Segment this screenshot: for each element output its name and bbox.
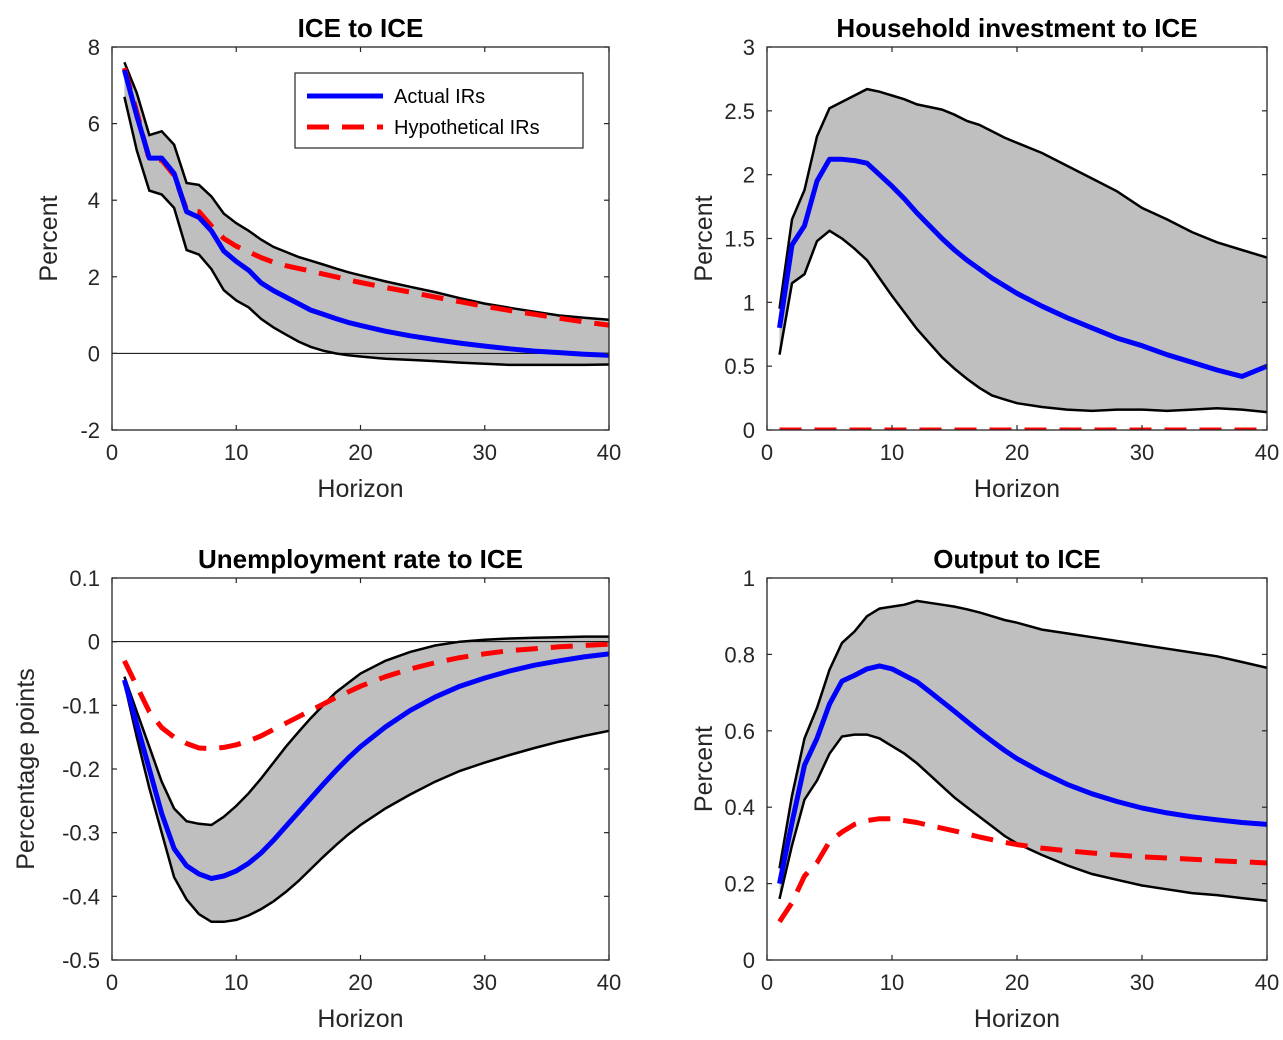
y-tick-label: 0.1 (69, 566, 100, 591)
y-tick-label: -0.1 (62, 693, 100, 718)
plot-data (777, 87, 1267, 430)
band-lower-line (123, 682, 609, 924)
x-axis-label: Horizon (317, 475, 403, 503)
x-tick-label: 40 (597, 440, 621, 465)
subplot-3: 0 10 20 30 40 -0.5 -0.4 -0.3 -0.2 -0.1 0 0.1 Unemplo… (12, 544, 621, 1033)
confidence-band (779, 89, 1267, 413)
y-axis-label: Percent (35, 195, 63, 281)
y-tick-label: 1 (743, 566, 755, 591)
x-tick-label: 0 (106, 440, 118, 465)
y-tick-label: -0.3 (62, 821, 100, 846)
subplot-2: 0 10 20 30 40 0 0.5 1 1.5 2 2.5 3 Household investme… (690, 13, 1279, 503)
actual-irs-line (777, 156, 1267, 379)
y-tick-label: -0.2 (62, 757, 100, 782)
y-tick-label: -0.5 (62, 948, 100, 973)
y-tick-label: 1.5 (724, 227, 755, 252)
y-axis-label: Percentage points (12, 668, 40, 870)
chart-title: Unemployment rate to ICE (198, 544, 523, 574)
y-tick-label: 1 (743, 290, 755, 315)
band-lower-line (123, 96, 609, 367)
y-tick-label: 3 (743, 35, 755, 60)
actual-irs-line (777, 663, 1267, 885)
x-tick-label: 20 (1005, 970, 1029, 995)
band-upper-line (778, 599, 1267, 869)
y-tick-label: 0 (88, 630, 100, 655)
band-lower-line (778, 229, 1267, 414)
x-tick-label: 40 (597, 970, 621, 995)
subplot-4: 0 10 20 30 40 0 0.2 0.4 0.6 0.8 1 Output to ICE Hori… (690, 544, 1279, 1033)
legend-entry: Hypothetical IRs (394, 117, 540, 139)
x-tick-label: 10 (880, 440, 904, 465)
y-tick-label: 0 (743, 948, 755, 973)
plot-data (777, 599, 1267, 924)
y-tick-label: 0 (743, 418, 755, 443)
x-tick-label: 30 (1130, 440, 1154, 465)
confidence-band (124, 636, 609, 922)
plot-data (112, 61, 609, 367)
legend-entry: Actual IRs (394, 86, 485, 108)
y-tick-label: 8 (88, 35, 100, 60)
y-tick-label: 0.5 (724, 354, 755, 379)
y-tick-label: 6 (88, 112, 100, 137)
x-tick-label: 10 (224, 440, 248, 465)
actual-irs-line (121, 651, 609, 881)
actual-irs-line (121, 69, 609, 358)
confidence-band (124, 62, 609, 365)
y-tick-label: 0 (88, 341, 100, 366)
y-axis-label: Percent (690, 726, 718, 812)
plot-data (112, 635, 609, 924)
x-axis-label: Horizon (974, 475, 1060, 503)
band-upper-line (123, 61, 609, 321)
hypothetical-irs-line (777, 816, 1267, 924)
x-tick-label: 40 (1255, 970, 1279, 995)
x-tick-label: 0 (761, 440, 773, 465)
y-tick-label: 0.6 (724, 719, 755, 744)
x-tick-label: 0 (106, 970, 118, 995)
y-tick-label: -0.4 (62, 884, 100, 909)
y-tick-label: 0.2 (724, 872, 755, 897)
y-tick-label: -2 (80, 418, 100, 443)
x-tick-label: 0 (761, 970, 773, 995)
x-tick-label: 40 (1255, 440, 1279, 465)
band-lower-line (778, 733, 1267, 903)
legend: Actual IRs Hypothetical IRs (294, 72, 584, 149)
band-upper-line (778, 87, 1267, 309)
x-tick-label: 10 (880, 970, 904, 995)
x-axis-label: Horizon (974, 1005, 1060, 1033)
x-tick-label: 20 (1005, 440, 1029, 465)
y-tick-label: 2 (743, 163, 755, 188)
x-tick-label: 20 (348, 970, 372, 995)
chart-title: Output to ICE (933, 544, 1101, 574)
y-tick-label: 0.8 (724, 642, 755, 667)
y-tick-label: 4 (88, 188, 100, 213)
y-axis-label: Percent (690, 195, 718, 281)
x-tick-label: 30 (1130, 970, 1154, 995)
hypothetical-irs-line (122, 641, 609, 752)
legend-box (294, 72, 584, 149)
band-upper-line (123, 635, 609, 827)
y-tick-label: 2 (88, 265, 100, 290)
x-tick-label: 20 (348, 440, 372, 465)
x-tick-label: 30 (473, 970, 497, 995)
chart-title: Household investment to ICE (836, 13, 1197, 43)
chart-title: ICE to ICE (298, 13, 424, 43)
x-tick-label: 10 (224, 970, 248, 995)
y-tick-label: 2.5 (724, 99, 755, 124)
y-tick-label: 0.4 (724, 795, 755, 820)
x-axis-label: Horizon (317, 1005, 403, 1033)
x-tick-label: 30 (473, 440, 497, 465)
